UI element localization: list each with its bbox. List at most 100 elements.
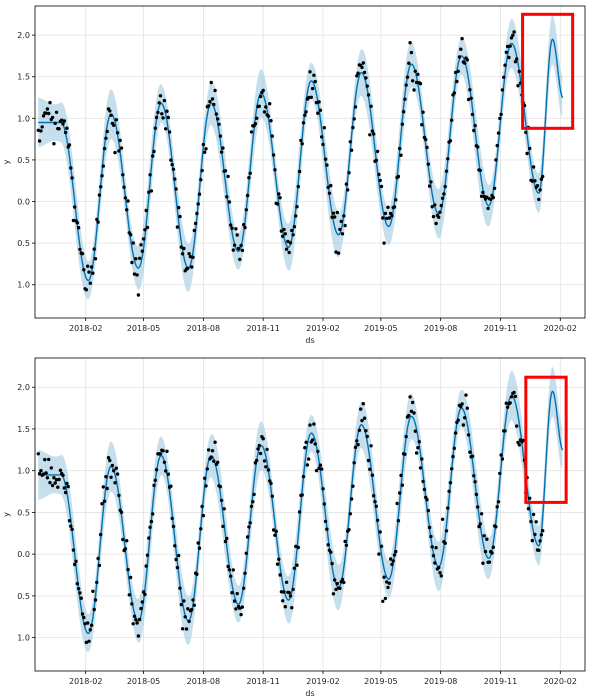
observation-point	[307, 457, 311, 461]
observation-point	[465, 406, 469, 410]
observation-point	[487, 560, 492, 564]
y-tick-label: 0.5	[17, 592, 30, 601]
observation-point	[253, 461, 258, 465]
observation-point	[37, 472, 42, 476]
observation-point	[421, 479, 425, 484]
observation-point	[479, 512, 484, 516]
observation-point	[513, 394, 518, 399]
observation-point	[404, 434, 408, 439]
observation-point	[541, 174, 545, 179]
observation-point	[180, 252, 185, 256]
observation-point	[70, 527, 74, 532]
observation-point	[132, 614, 137, 618]
observation-point	[199, 527, 203, 531]
observation-point	[179, 245, 183, 249]
observation-point	[79, 596, 83, 600]
observation-point	[76, 226, 81, 230]
observation-point	[277, 557, 281, 561]
observation-point	[158, 452, 163, 456]
observation-point	[466, 97, 471, 102]
observation-point	[379, 544, 384, 548]
observation-point	[499, 112, 503, 117]
observation-point	[288, 594, 293, 598]
observation-point	[235, 233, 239, 237]
observation-point	[76, 587, 81, 591]
observation-point	[294, 544, 298, 549]
observation-point	[385, 216, 389, 221]
observation-point	[301, 121, 306, 125]
observation-point	[440, 517, 445, 521]
observation-point	[182, 599, 186, 603]
observation-point	[295, 563, 299, 567]
observation-point	[489, 197, 493, 201]
observation-point	[407, 61, 411, 65]
observation-point	[472, 474, 476, 478]
observation-point	[227, 568, 232, 572]
observation-point	[245, 535, 250, 539]
observation-point	[178, 214, 182, 219]
observation-point	[391, 559, 395, 563]
observation-point	[443, 541, 447, 545]
observation-point	[446, 157, 450, 161]
forecast-line	[38, 390, 564, 635]
observation-point	[190, 607, 194, 612]
observation-point	[212, 459, 216, 463]
observation-point	[84, 288, 89, 292]
observation-point	[258, 94, 263, 99]
observation-point	[218, 485, 222, 489]
x-tick-label: 2019-08	[424, 324, 457, 333]
observation-point	[301, 474, 306, 479]
observation-point	[78, 247, 82, 252]
observation-point	[126, 567, 130, 572]
observation-point	[179, 602, 183, 607]
observation-point	[97, 563, 102, 568]
observation-point	[351, 125, 355, 130]
observation-point	[152, 483, 156, 488]
observation-point	[538, 188, 542, 192]
observation-point	[403, 452, 407, 456]
observation-point	[347, 528, 351, 532]
observation-point	[242, 223, 246, 227]
y-tick-label: 1.0	[17, 281, 30, 290]
observation-point	[385, 580, 389, 584]
observation-point	[115, 472, 120, 476]
observation-point	[109, 113, 113, 117]
observation-point	[92, 247, 96, 251]
observation-point	[89, 265, 94, 269]
observation-point	[70, 176, 74, 180]
observation-point	[58, 468, 63, 472]
observation-point	[230, 591, 234, 595]
observation-point	[261, 88, 265, 93]
observation-point	[128, 233, 133, 237]
observation-point	[438, 571, 442, 575]
observation-point	[512, 390, 516, 395]
observation-point	[123, 196, 128, 200]
observation-point	[282, 590, 286, 594]
observation-point	[485, 195, 489, 199]
observation-point	[451, 454, 455, 459]
observation-point	[322, 126, 326, 130]
observation-point	[206, 104, 211, 108]
observation-point	[390, 562, 394, 567]
observation-point	[447, 489, 451, 493]
observation-point	[83, 622, 87, 626]
observation-point	[377, 552, 381, 556]
observation-point	[321, 142, 325, 147]
observation-point	[154, 468, 159, 472]
observation-point	[483, 549, 488, 554]
observation-point	[199, 178, 203, 182]
observation-point	[249, 130, 254, 134]
observation-point	[226, 174, 230, 179]
observation-point	[297, 169, 302, 174]
observation-point	[153, 126, 157, 130]
y-tick-label: 1.5	[17, 73, 30, 82]
observation-point	[234, 227, 238, 231]
observation-point	[196, 541, 200, 545]
observation-point	[67, 519, 72, 523]
observation-point	[281, 599, 285, 603]
observation-point	[414, 80, 419, 85]
observation-point	[534, 520, 538, 524]
observation-point	[71, 548, 76, 552]
observation-point	[374, 504, 378, 508]
observation-point	[157, 101, 161, 105]
